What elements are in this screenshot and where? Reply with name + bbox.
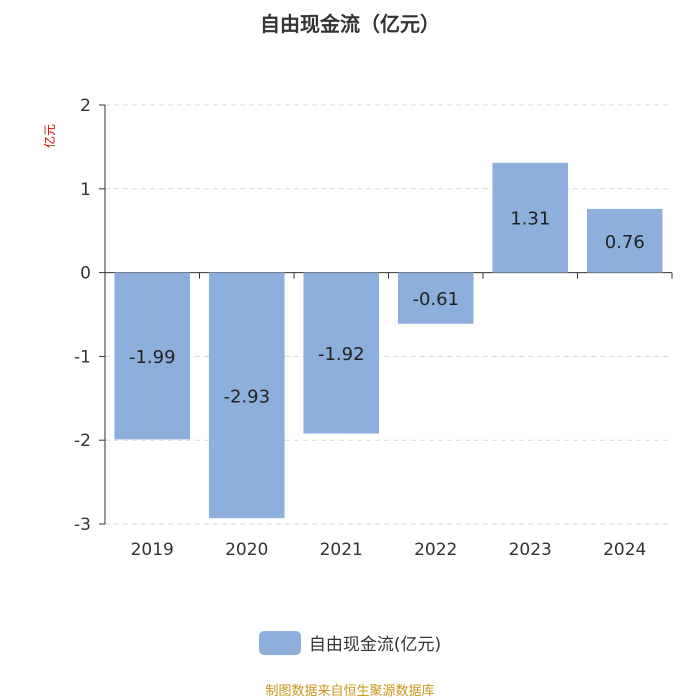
- x-tick-label: 2024: [603, 540, 646, 560]
- bar: [492, 162, 569, 273]
- y-tick-label: -1: [74, 347, 91, 367]
- data-labels: -1.99 -2.93 -1.92 -0.61 1.31 0.76: [129, 209, 645, 408]
- grid-lines: [105, 104, 672, 525]
- legend-swatch: [258, 630, 301, 655]
- data-label: -1.92: [318, 344, 365, 365]
- y-tick-label: 2: [80, 96, 91, 116]
- x-tick-label: 2019: [131, 540, 174, 560]
- x-tick-label: 2022: [414, 540, 457, 560]
- legend-label: 自由现金流(亿元): [308, 635, 442, 655]
- bar: [208, 272, 285, 519]
- bar: [114, 272, 191, 440]
- y-tick-label: 1: [80, 180, 91, 200]
- data-label: -2.93: [223, 386, 270, 407]
- data-label: 1.31: [510, 209, 550, 230]
- legend[interactable]: 自由现金流(亿元): [0, 630, 700, 655]
- y-tick-label: -3: [74, 515, 91, 535]
- y-tick-label: -2: [74, 431, 91, 451]
- bar: [397, 272, 474, 324]
- x-tick-label: 2020: [225, 540, 268, 560]
- chart-title: 自由现金流（亿元）: [260, 12, 440, 36]
- bar: [586, 208, 663, 273]
- axes: 2 1 0 -1 -2 -3 2019 2020 2021 2022 2023 2024: [74, 96, 673, 560]
- data-label: -1.99: [129, 347, 176, 368]
- x-tick-label: 2021: [320, 540, 363, 560]
- bars: [114, 162, 663, 519]
- y-tick-label: 0: [80, 264, 91, 284]
- source-note: 制图数据来自恒生聚源数据库: [265, 684, 435, 699]
- bar: [303, 272, 380, 434]
- data-label: -0.61: [412, 289, 459, 310]
- x-tick-label: 2023: [509, 540, 552, 560]
- data-label: 0.76: [605, 232, 645, 253]
